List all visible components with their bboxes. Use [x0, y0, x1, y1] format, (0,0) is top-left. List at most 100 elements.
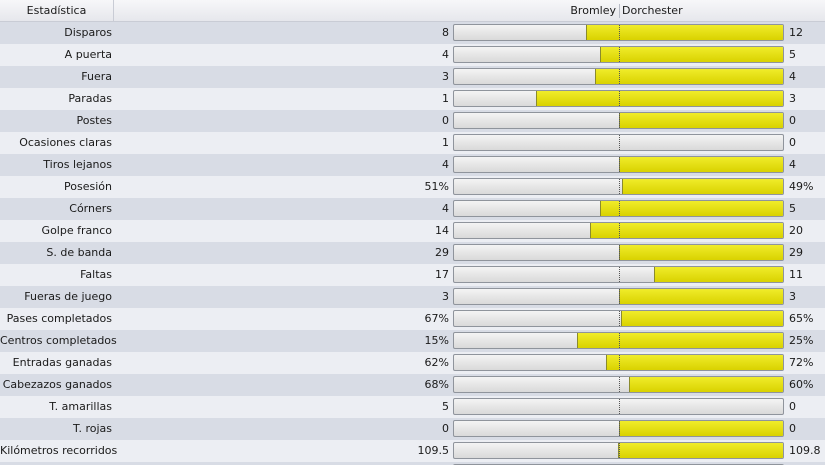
bar-midline [619, 311, 620, 326]
stat-row: T. rojas 0 0 [0, 418, 825, 440]
stat-row: Entradas ganadas 62% 72% [0, 352, 825, 374]
away-share-fill [618, 245, 783, 260]
stat-row: Ocasiones claras 1 0 [0, 132, 825, 154]
bar-midline [619, 289, 620, 304]
bar-midline [619, 267, 620, 282]
stat-label: Paradas [68, 92, 112, 105]
bar-midline [619, 179, 620, 194]
comparison-bar [453, 310, 784, 327]
stats-rows: Disparos 8 12 A puerta 4 5 Fuera 3 4 Paradas 1 3 Pos… [0, 22, 825, 465]
home-value: 4 [442, 158, 449, 171]
away-share-fill [618, 421, 783, 436]
bar-midline [619, 69, 620, 84]
home-value: 29 [435, 246, 449, 259]
stat-label: Disparos [64, 26, 112, 39]
stat-label: S. de banda [46, 246, 112, 259]
away-value: 72% [789, 356, 814, 369]
home-value: 14 [435, 224, 449, 237]
stat-label: Tiros lejanos [43, 158, 112, 171]
away-share-fill [618, 289, 783, 304]
stat-row: Golpe franco 14 20 [0, 220, 825, 242]
stat-label: Cabezazos ganados [2, 378, 112, 391]
comparison-bar [453, 244, 784, 261]
comparison-bar [453, 90, 784, 107]
comparison-bar [453, 288, 784, 305]
away-value: 4 [789, 158, 796, 171]
home-value: 4 [442, 202, 449, 215]
bar-midline [619, 443, 620, 458]
stat-label: Centros completados [0, 334, 117, 347]
home-value: 67% [424, 312, 449, 325]
away-value: 4 [789, 70, 796, 83]
stat-row: Pases completados 67% 65% [0, 308, 825, 330]
away-value: 0 [789, 400, 796, 413]
comparison-bar [453, 266, 784, 283]
stat-label: T. amarillas [49, 400, 112, 413]
bar-midline [619, 355, 620, 370]
stat-row: Postes 0 0 [0, 110, 825, 132]
stat-label: Postes [76, 114, 112, 127]
home-value: 8 [442, 26, 449, 39]
comparison-bar [453, 222, 784, 239]
home-value: 109.5 [417, 444, 450, 457]
bar-midline [619, 201, 620, 216]
away-value: 0 [789, 136, 796, 149]
stat-label: Faltas [80, 268, 112, 281]
bar-midline [619, 25, 620, 40]
stat-row: Paradas 1 3 [0, 88, 825, 110]
comparison-bar [453, 156, 784, 173]
comparison-bar [453, 398, 784, 415]
bar-midline [619, 157, 620, 172]
away-value: 25% [789, 334, 814, 347]
away-share-fill [618, 157, 783, 172]
stat-label: Fueras de juego [24, 290, 112, 303]
away-share-fill [606, 355, 783, 370]
home-value: 68% [424, 378, 449, 391]
stat-label: Ocasiones claras [19, 136, 112, 149]
away-value: 49% [789, 180, 814, 193]
home-value: 15% [424, 334, 449, 347]
stat-row: Faltas 17 11 [0, 264, 825, 286]
away-value: 12 [789, 26, 803, 39]
away-value: 60% [789, 378, 814, 391]
comparison-bar [453, 112, 784, 129]
stat-row: Fuera 3 4 [0, 66, 825, 88]
away-share-fill [628, 377, 783, 392]
comparison-bar [453, 420, 784, 437]
comparison-bar [453, 134, 784, 151]
bar-midline [619, 333, 620, 348]
stat-row: T. amarillas 5 0 [0, 396, 825, 418]
away-team-name: Dorchester [622, 4, 683, 17]
home-value: 0 [442, 422, 449, 435]
stat-label: Pases completados [6, 312, 112, 325]
away-value: 109.8 [789, 444, 821, 457]
away-value: 0 [789, 114, 796, 127]
away-value: 65% [789, 312, 814, 325]
comparison-bar [453, 68, 784, 85]
away-value: 3 [789, 92, 796, 105]
home-value: 51% [424, 180, 449, 193]
away-value: 5 [789, 48, 796, 61]
stat-column-header[interactable]: Estadística [0, 0, 114, 21]
bar-midline [619, 47, 620, 62]
stat-row: S. de banda 29 29 [0, 242, 825, 264]
away-share-fill [600, 47, 783, 62]
stat-row: A puerta 4 5 [0, 44, 825, 66]
stat-label: Posesión [64, 180, 112, 193]
stat-label: Golpe franco [41, 224, 112, 237]
stat-row: Córners 4 5 [0, 198, 825, 220]
home-value: 0 [442, 114, 449, 127]
stat-label: Kilómetros recorridos [0, 444, 118, 457]
bar-midline [619, 91, 620, 106]
away-value: 3 [789, 290, 796, 303]
away-share-fill [585, 25, 783, 40]
home-value: 3 [442, 70, 449, 83]
bar-midline [619, 113, 620, 128]
away-share-fill [621, 179, 783, 194]
header-divider [619, 4, 620, 18]
stat-label: Fuera [81, 70, 112, 83]
home-value: 1 [442, 92, 449, 105]
bar-midline [619, 223, 620, 238]
home-value: 17 [435, 268, 449, 281]
